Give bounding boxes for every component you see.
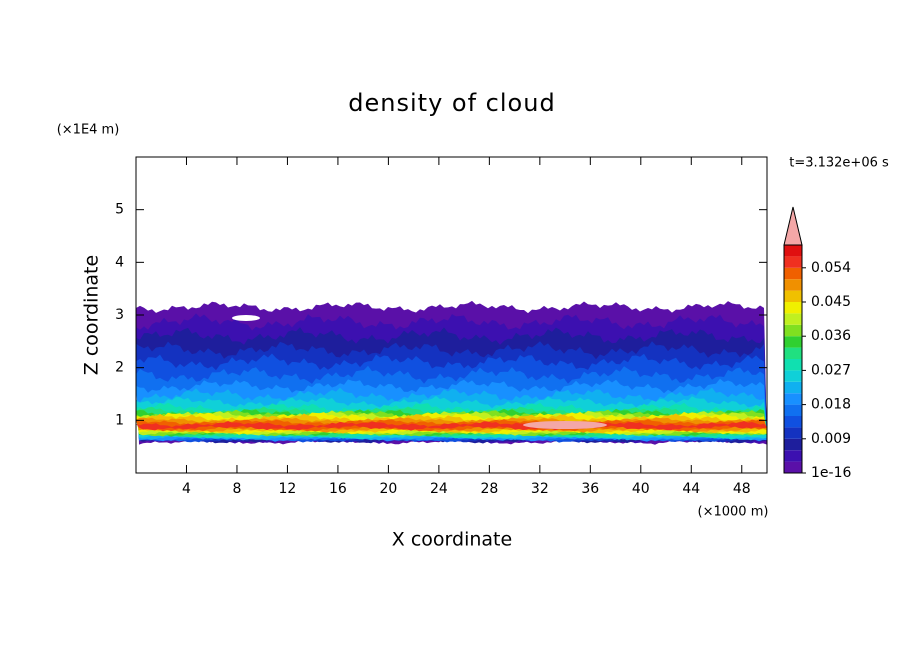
colorbar-band [784, 267, 802, 280]
colorbar-band [784, 279, 802, 291]
x-tick-label: 40 [632, 481, 650, 497]
y-tick-label: 4 [115, 254, 124, 270]
x-tick-label: 24 [430, 481, 448, 497]
colorbar-band [784, 302, 802, 314]
x-tick-label: 32 [531, 481, 549, 497]
colorbar-tick-label: 0.036 [811, 328, 851, 344]
x-tick-label: 28 [480, 481, 498, 497]
colorbar-band [784, 359, 802, 371]
colorbar-band [784, 370, 802, 382]
colorbar-extension [783, 206, 803, 246]
x-axis-label: X coordinate [392, 529, 512, 551]
colorbar-tick-label: 0.027 [811, 362, 851, 378]
colorbar-band [784, 381, 802, 394]
x-tick-label: 36 [581, 481, 599, 497]
x-tick-label: 48 [733, 481, 751, 497]
x-tick-label: 20 [379, 481, 397, 497]
y-tick-label: 3 [115, 307, 124, 323]
colorbar-band [784, 438, 802, 451]
colorbar-tick-label: 0.045 [811, 294, 851, 310]
y-axis-label: Z coordinate [81, 255, 103, 375]
colorbar-band [784, 427, 802, 439]
colorbar-tick-label: 1e-16 [811, 465, 851, 481]
colorbar-band [784, 450, 802, 462]
y-tick-label: 2 [115, 360, 124, 376]
x-unit: (×1000 m) [698, 505, 769, 520]
y-unit: (×1E4 m) [57, 123, 120, 138]
colorbar-band [784, 416, 802, 428]
time-label: t=3.132e+06 s [789, 156, 889, 171]
x-tick-label: 4 [182, 481, 191, 497]
colorbar-band [784, 393, 802, 405]
colorbar-band [784, 461, 802, 473]
plot-frame [135, 156, 768, 474]
colorbar-band [784, 313, 802, 325]
x-tick-label: 44 [682, 481, 700, 497]
colorbar-band [784, 404, 802, 416]
colorbar-band [784, 324, 802, 337]
y-tick-label: 5 [115, 202, 124, 218]
x-tick-label: 16 [329, 481, 347, 497]
colorbar-tick-label: 0.054 [811, 260, 851, 276]
chart-title: density of cloud [348, 89, 555, 117]
colorbar-band [784, 336, 802, 348]
colorbar-band [784, 290, 802, 302]
cloud-gap [232, 315, 260, 321]
colorbar-tick-label: 0.018 [811, 397, 851, 413]
colorbar-band [784, 245, 802, 257]
contour-peak [523, 421, 607, 429]
colorbar-band [784, 256, 802, 268]
colorbar-band [784, 347, 802, 359]
colorbar-frame [783, 244, 803, 474]
x-tick-label: 12 [279, 481, 297, 497]
contour-field [136, 300, 767, 445]
colorbar: 1e-16 0.009 0.018 0.027 0.036 0.045 0.054 [783, 206, 851, 481]
colorbar-tick-label: 0.009 [811, 431, 851, 447]
contour-band [136, 421, 767, 431]
x-tick-label: 8 [232, 481, 241, 497]
y-tick-label: 1 [115, 412, 124, 428]
